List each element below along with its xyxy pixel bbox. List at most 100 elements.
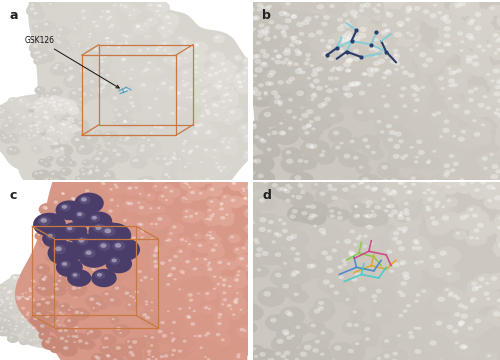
Circle shape [171, 354, 174, 356]
Circle shape [156, 157, 160, 160]
Circle shape [200, 161, 202, 163]
Circle shape [38, 286, 41, 289]
Circle shape [152, 184, 162, 191]
Circle shape [206, 207, 217, 215]
Circle shape [460, 182, 466, 186]
Circle shape [190, 129, 206, 141]
Circle shape [145, 316, 150, 320]
Circle shape [58, 190, 71, 199]
Circle shape [52, 104, 56, 107]
Circle shape [498, 243, 500, 248]
Circle shape [40, 218, 47, 223]
Circle shape [494, 212, 500, 229]
Circle shape [148, 61, 152, 64]
Circle shape [43, 115, 56, 125]
Circle shape [112, 118, 120, 124]
Circle shape [486, 170, 494, 175]
Circle shape [244, 263, 254, 271]
Circle shape [397, 63, 412, 75]
Circle shape [257, 33, 264, 38]
Circle shape [96, 302, 99, 305]
Circle shape [146, 141, 163, 153]
Circle shape [343, 345, 365, 360]
Circle shape [378, 176, 398, 190]
Circle shape [74, 296, 78, 298]
Circle shape [104, 9, 117, 18]
Circle shape [130, 156, 148, 169]
Circle shape [434, 163, 439, 167]
Circle shape [120, 86, 138, 99]
Circle shape [100, 9, 108, 15]
Circle shape [152, 175, 166, 185]
Circle shape [401, 214, 421, 229]
Circle shape [55, 203, 71, 215]
Circle shape [224, 260, 237, 270]
Circle shape [62, 248, 68, 252]
Circle shape [380, 30, 388, 35]
Circle shape [38, 276, 52, 286]
Circle shape [252, 74, 258, 77]
Circle shape [259, 181, 269, 188]
Circle shape [39, 38, 49, 45]
Circle shape [112, 343, 130, 357]
Circle shape [326, 211, 345, 225]
Circle shape [8, 290, 12, 293]
Circle shape [262, 180, 268, 184]
Circle shape [62, 266, 78, 278]
Circle shape [147, 206, 158, 213]
Circle shape [390, 16, 420, 37]
Circle shape [161, 170, 177, 182]
Circle shape [464, 207, 482, 220]
Circle shape [250, 90, 254, 94]
Circle shape [398, 271, 423, 289]
Circle shape [374, 38, 378, 42]
Circle shape [270, 229, 294, 246]
Circle shape [286, 158, 294, 164]
Circle shape [345, 81, 362, 94]
Circle shape [410, 158, 427, 170]
Circle shape [183, 43, 186, 45]
Circle shape [457, 31, 464, 36]
Circle shape [422, 174, 428, 179]
Circle shape [164, 236, 180, 247]
Circle shape [430, 168, 438, 173]
Circle shape [449, 0, 474, 17]
Circle shape [438, 139, 464, 157]
Circle shape [372, 0, 390, 13]
Circle shape [486, 151, 500, 161]
Circle shape [342, 13, 347, 17]
Circle shape [60, 109, 62, 111]
Circle shape [108, 238, 140, 261]
Circle shape [114, 180, 116, 182]
Circle shape [28, 321, 38, 328]
Circle shape [254, 94, 270, 106]
Circle shape [455, 178, 477, 194]
Circle shape [101, 222, 104, 224]
Circle shape [326, 66, 344, 79]
Circle shape [284, 188, 288, 191]
Polygon shape [0, 94, 80, 170]
Circle shape [214, 84, 219, 87]
Circle shape [192, 143, 206, 153]
Circle shape [226, 139, 235, 146]
Circle shape [310, 324, 316, 328]
Circle shape [213, 160, 224, 168]
Circle shape [190, 191, 195, 194]
Circle shape [480, 180, 486, 184]
Circle shape [210, 248, 216, 252]
Circle shape [404, 166, 423, 180]
Circle shape [220, 3, 250, 23]
Circle shape [208, 209, 212, 211]
Circle shape [150, 223, 154, 225]
Circle shape [112, 107, 124, 116]
Circle shape [390, 51, 406, 62]
Circle shape [180, 178, 197, 191]
Circle shape [300, 127, 320, 142]
Circle shape [345, 68, 352, 73]
Circle shape [396, 260, 411, 270]
Circle shape [248, 134, 250, 135]
Circle shape [4, 309, 7, 311]
Circle shape [118, 2, 129, 10]
Circle shape [96, 223, 131, 248]
Circle shape [67, 47, 69, 49]
